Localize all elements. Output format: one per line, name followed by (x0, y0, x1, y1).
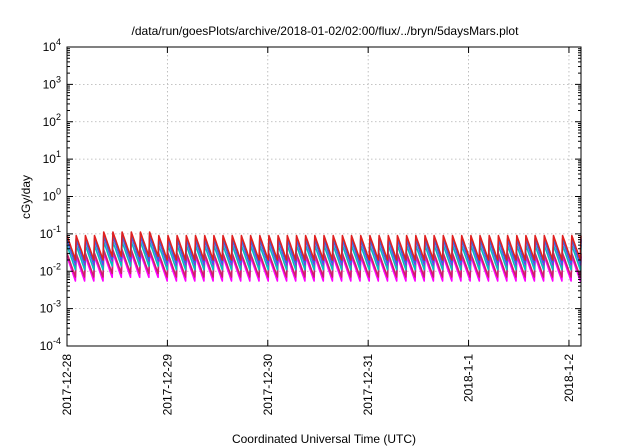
y-tick-label: 104 (43, 37, 61, 54)
y-tick-label: 102 (43, 112, 61, 129)
x-tick-label: 2017-12-30 (261, 354, 275, 416)
y-tick-label: 101 (43, 149, 61, 166)
y-tick-label: 100 (43, 187, 61, 204)
chart-title: /data/run/goesPlots/archive/2018-01-02/0… (132, 24, 520, 38)
y-tick-label: 10-1 (40, 224, 61, 241)
x-tick-label: 2018-1-1 (462, 354, 476, 402)
x-axis-label: Coordinated Universal Time (UTC) (232, 432, 416, 446)
x-tick-label: 2017-12-31 (361, 354, 375, 416)
x-tick-label: 2017-12-29 (160, 354, 174, 416)
y-tick-label: 10-3 (40, 299, 61, 316)
x-tick-label: 2018-1-2 (562, 354, 576, 402)
y-tick-label: 10-4 (40, 336, 61, 353)
grid (67, 47, 581, 346)
series-layer (66, 231, 582, 282)
x-tick-label: 2017-12-28 (60, 354, 74, 416)
y-axis-label: cGy/day (19, 175, 33, 219)
y-tick-label: 103 (43, 74, 61, 91)
y-tick-label: 10-2 (40, 261, 61, 278)
y-axis: 10-4 10-3 10-2 10-1 100 101 102 103 104 (40, 37, 581, 353)
x-axis: 2017-12-28 2017-12-29 2017-12-30 2017-12-31… (60, 47, 576, 415)
series-line (66, 231, 582, 261)
